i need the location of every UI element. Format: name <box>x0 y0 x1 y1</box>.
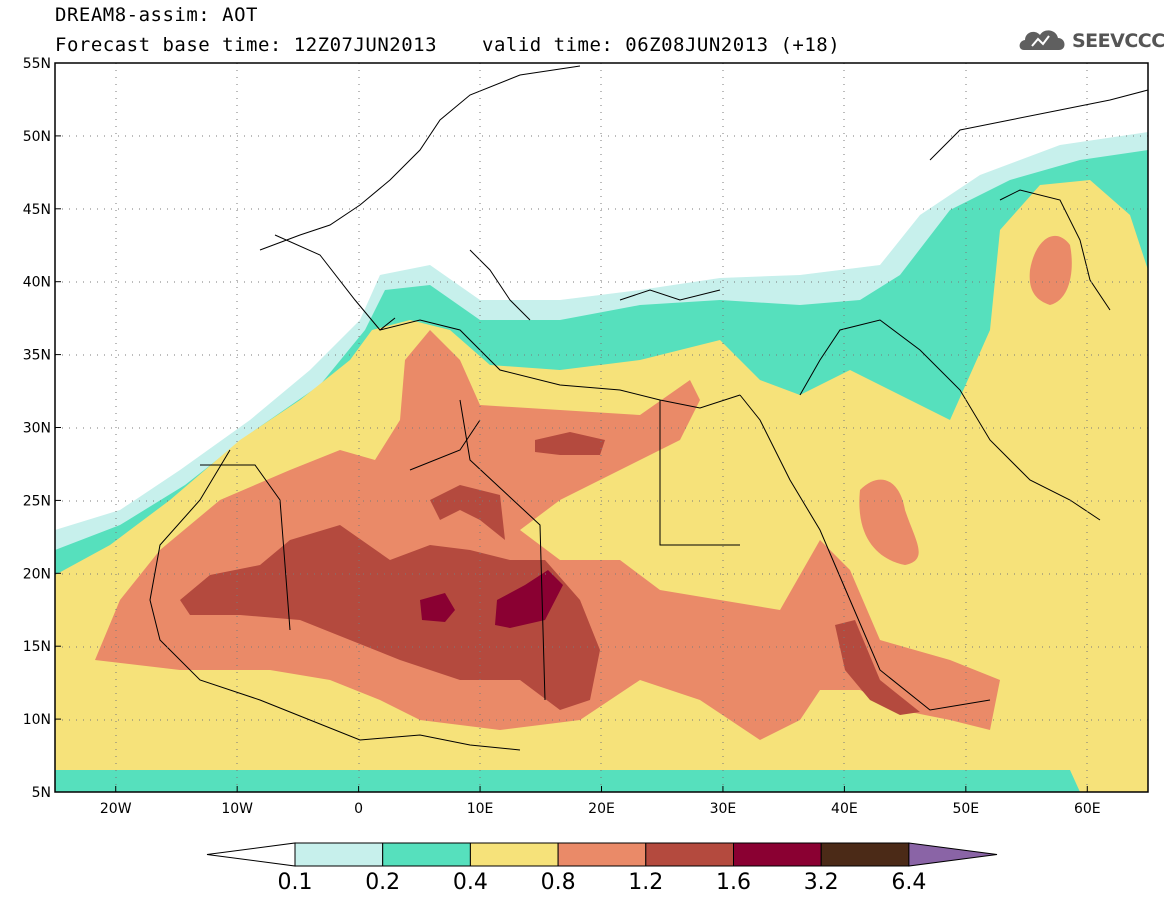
colorbar-level-label: 0.1 <box>277 870 313 895</box>
x-tick-label: 40E <box>831 801 858 817</box>
colorbar-level-label: 0.4 <box>452 870 488 895</box>
x-tick-label: 50E <box>952 801 979 817</box>
y-tick-label: 50N <box>23 129 51 145</box>
x-tick-label: 20E <box>588 801 615 817</box>
aot-band-0.8 <box>95 330 1000 740</box>
colorbar-level-label: 1.2 <box>628 870 664 895</box>
aot-band-1.2-redsea <box>835 620 920 715</box>
colorbar-segment <box>469 842 559 867</box>
aot-band-1.2-libya <box>535 432 605 455</box>
y-tick-label: 15N <box>23 639 51 655</box>
x-tick-label: 0 <box>354 801 363 817</box>
y-tick-label: 20N <box>23 566 51 582</box>
colorbar-segment <box>733 842 822 867</box>
colorbar-segment <box>645 842 734 867</box>
y-tick-label: 40N <box>23 275 51 291</box>
y-tick-label: 35N <box>23 348 51 364</box>
y-tick-label: 55N <box>23 56 51 72</box>
aot-band-0.8-caspian <box>1029 235 1072 305</box>
x-tick-label: 20W <box>100 801 132 817</box>
x-tick-label: 10E <box>467 801 494 817</box>
x-tick-label: 10W <box>221 801 253 817</box>
colorbar-level-label: 6.4 <box>891 870 927 895</box>
colorbar-segment <box>557 842 647 867</box>
cloud-icon <box>1019 30 1065 50</box>
colorbar <box>206 842 998 867</box>
aot-band-1.6-b <box>495 570 563 628</box>
colorbar-segment <box>294 842 384 867</box>
colorbar-under-triangle <box>206 842 296 867</box>
forecast-base-time: Forecast base time: 12Z07JUN2013 <box>55 34 438 56</box>
gridlines <box>55 63 1148 792</box>
colorbar-level-label: 3.2 <box>803 870 839 895</box>
logo-text: SEEVCCC <box>1072 30 1165 52</box>
y-tick-label: 45N <box>23 202 51 218</box>
x-tick-label: 60E <box>1074 801 1101 817</box>
colorbar-segment <box>382 842 471 867</box>
y-axis-ticks: 55N 50N 45N 40N 35N 30N 25N 20N 15N 10N 5N <box>23 56 61 801</box>
y-tick-label: 25N <box>23 493 51 509</box>
colorbar-over-triangle <box>908 842 998 867</box>
x-tick-label: 30E <box>710 801 737 817</box>
y-tick-label: 5N <box>32 785 51 801</box>
y-tick-label: 30N <box>23 421 51 437</box>
aot-band-1.2-north <box>430 485 505 540</box>
map-title: DREAM8-assim: AOT <box>55 4 258 26</box>
colorbar-level-label: 0.2 <box>365 870 401 895</box>
x-axis-ticks: 20W 10W 0 10E 20E 30E 40E 50E 60E <box>100 786 1101 817</box>
colorbar-level-label: 1.6 <box>716 870 751 895</box>
colorbar-segment <box>820 842 910 867</box>
aot-band-1.6-a <box>420 593 455 622</box>
colorbar-level-label: 0.8 <box>540 870 576 895</box>
y-tick-label: 10N <box>23 712 51 728</box>
valid-time: valid time: 06Z08JUN2013 (+18) <box>482 34 841 56</box>
